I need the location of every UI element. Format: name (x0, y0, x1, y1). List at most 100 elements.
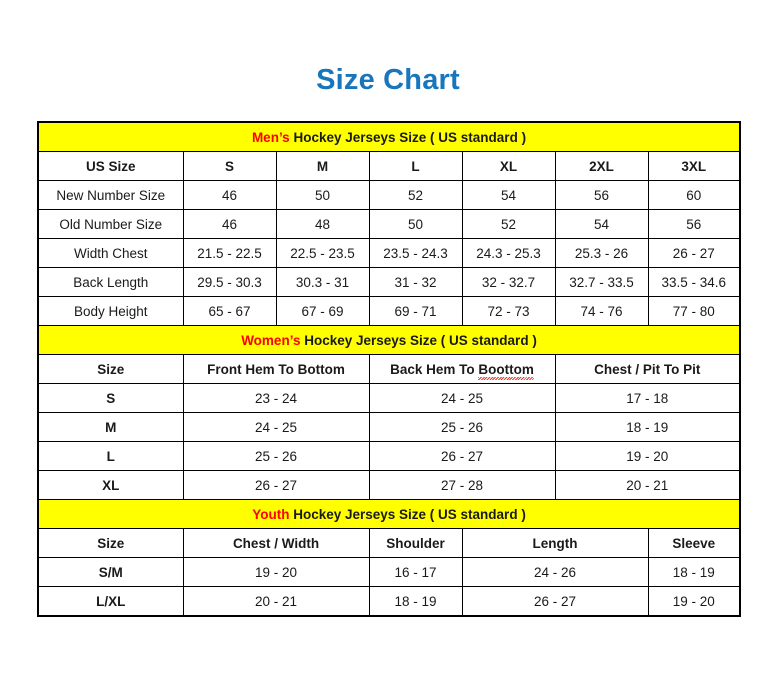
table-cell: 52 (461, 209, 556, 239)
womens-banner-accent: Women’s (241, 332, 301, 348)
table-cell: 18 - 19 (647, 557, 741, 587)
table-row: New Number Size 46 50 52 54 56 60 (37, 180, 741, 210)
youth-row-label: L/XL (37, 586, 184, 617)
table-cell: 46 (182, 180, 277, 210)
youth-banner-accent: Youth (252, 506, 290, 522)
table-cell: 24 - 25 (182, 412, 370, 442)
womens-header-chest-pit: Chest / Pit To Pit (554, 354, 741, 384)
table-cell: 24.3 - 25.3 (461, 238, 556, 268)
table-row: Body Height 65 - 67 67 - 69 69 - 71 72 -… (37, 296, 741, 326)
table-cell: 77 - 80 (647, 296, 741, 326)
womens-header-row: Size Front Hem To Bottom Back Hem To Boo… (37, 354, 741, 384)
table-cell: 56 (647, 209, 741, 239)
table-cell: 26 - 27 (368, 441, 556, 471)
table-row: S 23 - 24 24 - 25 17 - 18 (37, 383, 741, 413)
table-cell: 65 - 67 (182, 296, 277, 326)
youth-header-chest-width: Chest / Width (182, 528, 370, 558)
size-chart-table: Men’s Hockey Jerseys Size ( US standard … (37, 121, 742, 617)
table-row: S/M 19 - 20 16 - 17 24 - 26 18 - 19 (37, 557, 741, 587)
youth-banner-rest: Hockey Jerseys Size ( US standard ) (289, 506, 526, 522)
womens-row-label: S (37, 383, 184, 413)
mens-header-us-size: US Size (37, 151, 184, 181)
table-row: L/XL 20 - 21 18 - 19 26 - 27 19 - 20 (37, 586, 741, 617)
table-cell: 33.5 - 34.6 (647, 267, 741, 297)
table-cell: 50 (368, 209, 463, 239)
table-cell: 19 - 20 (647, 586, 741, 617)
youth-row-label: S/M (37, 557, 184, 587)
womens-row-label: M (37, 412, 184, 442)
youth-header-length: Length (461, 528, 649, 558)
mens-banner-rest: Hockey Jerseys Size ( US standard ) (289, 129, 527, 145)
mens-header-xl: XL (461, 151, 556, 181)
table-cell: 19 - 20 (554, 441, 741, 471)
table-cell: 60 (647, 180, 741, 210)
table-cell: 72 - 73 (461, 296, 556, 326)
mens-row-label: New Number Size (37, 180, 184, 210)
mens-row-label: Back Length (37, 267, 184, 297)
youth-section-banner: Youth Hockey Jerseys Size ( US standard … (37, 499, 741, 529)
table-cell: 24 - 25 (368, 383, 556, 413)
youth-header-row: Size Chest / Width Shoulder Length Sleev… (37, 528, 741, 558)
mens-header-s: S (182, 151, 277, 181)
table-cell: 23 - 24 (182, 383, 370, 413)
table-cell: 19 - 20 (182, 557, 370, 587)
womens-header-size: Size (37, 354, 184, 384)
table-cell: 48 (275, 209, 370, 239)
table-cell: 26 - 27 (461, 586, 649, 617)
mens-row-label: Width Chest (37, 238, 184, 268)
table-cell: 18 - 19 (554, 412, 741, 442)
table-cell: 27 - 28 (368, 470, 556, 500)
mens-row-label: Old Number Size (37, 209, 184, 239)
mens-header-l: L (368, 151, 463, 181)
table-cell: 23.5 - 24.3 (368, 238, 463, 268)
table-cell: 26 - 27 (647, 238, 741, 268)
mens-header-3xl: 3XL (647, 151, 741, 181)
table-cell: 54 (554, 209, 649, 239)
spellcheck-typo-word: Boottom (478, 361, 535, 380)
table-cell: 25 - 26 (182, 441, 370, 471)
youth-header-size: Size (37, 528, 184, 558)
table-cell: 21.5 - 22.5 (182, 238, 277, 268)
table-row: L 25 - 26 26 - 27 19 - 20 (37, 441, 741, 471)
womens-banner-row: Women’s Hockey Jerseys Size ( US standar… (37, 325, 741, 355)
table-cell: 32 - 32.7 (461, 267, 556, 297)
womens-section-banner: Women’s Hockey Jerseys Size ( US standar… (37, 325, 741, 355)
table-cell: 20 - 21 (182, 586, 370, 617)
womens-banner-rest: Hockey Jerseys Size ( US standard ) (300, 332, 537, 348)
table-cell: 26 - 27 (182, 470, 370, 500)
mens-banner-row: Men’s Hockey Jerseys Size ( US standard … (37, 121, 741, 152)
womens-row-label: L (37, 441, 184, 471)
mens-section-banner: Men’s Hockey Jerseys Size ( US standard … (37, 121, 741, 152)
page-title: Size Chart (316, 64, 460, 96)
youth-banner-row: Youth Hockey Jerseys Size ( US standard … (37, 499, 741, 529)
mens-header-2xl: 2XL (554, 151, 649, 181)
womens-header-back-hem-prefix: Back Hem To (390, 361, 479, 377)
mens-header-row: US Size S M L XL 2XL 3XL (37, 151, 741, 181)
table-cell: 56 (554, 180, 649, 210)
table-cell: 67 - 69 (275, 296, 370, 326)
youth-header-shoulder: Shoulder (368, 528, 463, 558)
table-cell: 30.3 - 31 (275, 267, 370, 297)
table-cell: 74 - 76 (554, 296, 649, 326)
table-cell: 69 - 71 (368, 296, 463, 326)
table-cell: 31 - 32 (368, 267, 463, 297)
table-cell: 20 - 21 (554, 470, 741, 500)
table-row: M 24 - 25 25 - 26 18 - 19 (37, 412, 741, 442)
mens-banner-accent: Men’s (251, 129, 290, 145)
table-cell: 32.7 - 33.5 (554, 267, 649, 297)
table-row: Back Length 29.5 - 30.3 30.3 - 31 31 - 3… (37, 267, 741, 297)
table-cell: 29.5 - 30.3 (182, 267, 277, 297)
womens-row-label: XL (37, 470, 184, 500)
mens-header-m: M (275, 151, 370, 181)
table-row: Old Number Size 46 48 50 52 54 56 (37, 209, 741, 239)
table-cell: 50 (275, 180, 370, 210)
womens-header-front-hem: Front Hem To Bottom (182, 354, 370, 384)
table-cell: 46 (182, 209, 277, 239)
table-cell: 54 (461, 180, 556, 210)
table-row: XL 26 - 27 27 - 28 20 - 21 (37, 470, 741, 500)
table-cell: 16 - 17 (368, 557, 463, 587)
womens-header-back-hem: Back Hem To Boottom (368, 354, 556, 384)
youth-header-sleeve: Sleeve (647, 528, 741, 558)
mens-row-label: Body Height (37, 296, 184, 326)
table-row: Width Chest 21.5 - 22.5 22.5 - 23.5 23.5… (37, 238, 741, 268)
